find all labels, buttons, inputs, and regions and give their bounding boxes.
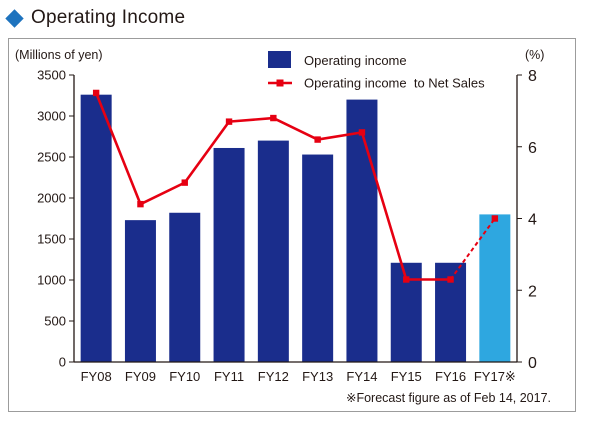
- legend-line-marker: [276, 79, 284, 87]
- x-tick-label: FY17※: [474, 369, 516, 384]
- left-tick-label: 2000: [37, 191, 66, 206]
- x-tick-label: FY11: [214, 369, 244, 384]
- left-tick-label: 1500: [37, 232, 66, 247]
- ratio-point-FY16: [447, 276, 454, 283]
- title-row: Operating Income: [4, 6, 185, 30]
- bar-FY12: [257, 140, 289, 362]
- right-tick-label: 0: [528, 355, 537, 372]
- x-tick-label: FY13: [302, 369, 333, 384]
- ratio-point-FY09: [137, 200, 144, 208]
- ratio-point-FY13: [314, 136, 321, 143]
- left-tick-label: 2500: [37, 150, 66, 165]
- ratio-point-FY11: [225, 118, 233, 125]
- ratio-forecast-line: [449, 217, 496, 281]
- ratio-point-FY08: [92, 89, 100, 97]
- right-tick-label: 2: [528, 283, 537, 300]
- ratio-point-FY10: [181, 179, 188, 186]
- right-tick-label: 4: [528, 212, 537, 229]
- page-title: Operating Income: [31, 7, 186, 28]
- bar-FY14: [346, 99, 378, 362]
- x-tick-label: FY12: [258, 369, 289, 384]
- ratio-point-FY14: [358, 129, 366, 136]
- bar-FY13: [302, 154, 334, 362]
- bar-series: [80, 94, 511, 363]
- right-axis-label: (%): [525, 48, 544, 62]
- bar-FY09: [124, 220, 156, 362]
- left-tick-label: 0: [59, 355, 66, 370]
- left-tick-label: 500: [44, 314, 66, 329]
- bar-FY08: [80, 94, 112, 363]
- right-tick-label: 8: [528, 68, 537, 85]
- right-tick-label: 6: [528, 140, 537, 157]
- axis-labels: 0 500 1000 1500 2000 2500 3000 3500 0 2 4 6 8 FY08 FY0…: [15, 48, 544, 384]
- legend-bar-swatch: [268, 51, 291, 68]
- bar-FY17※: [479, 214, 511, 362]
- legend-line-label: Operating income to Net Sales: [304, 76, 485, 91]
- x-tick-label: FY15: [391, 369, 422, 384]
- legend-bar-label: Operating income: [304, 53, 407, 68]
- chart-frame: [8, 38, 576, 412]
- left-axis-label: (Millions of yen): [15, 48, 103, 62]
- bar-FY11: [213, 147, 245, 362]
- left-tick-label: 3000: [37, 109, 66, 124]
- forecast-footnote: ※Forecast figure as of Feb 14, 2017.: [345, 391, 551, 405]
- bar-FY10: [169, 212, 201, 362]
- legend: Operating income Operating income to Net …: [268, 51, 485, 91]
- ratio-point-FY17※: [491, 215, 499, 222]
- axes: [69, 74, 522, 363]
- line-series: [92, 89, 499, 283]
- x-tick-label: FY14: [346, 369, 377, 384]
- x-tick-label: FY09: [125, 369, 156, 384]
- x-tick-label: FY08: [81, 369, 112, 384]
- x-tick-label: FY10: [169, 369, 200, 384]
- ratio-point-FY15: [403, 276, 410, 283]
- ratio-point-FY12: [270, 114, 277, 122]
- left-tick-label: 3500: [37, 68, 66, 83]
- x-tick-label: FY16: [435, 369, 466, 384]
- left-tick-label: 1000: [37, 273, 66, 288]
